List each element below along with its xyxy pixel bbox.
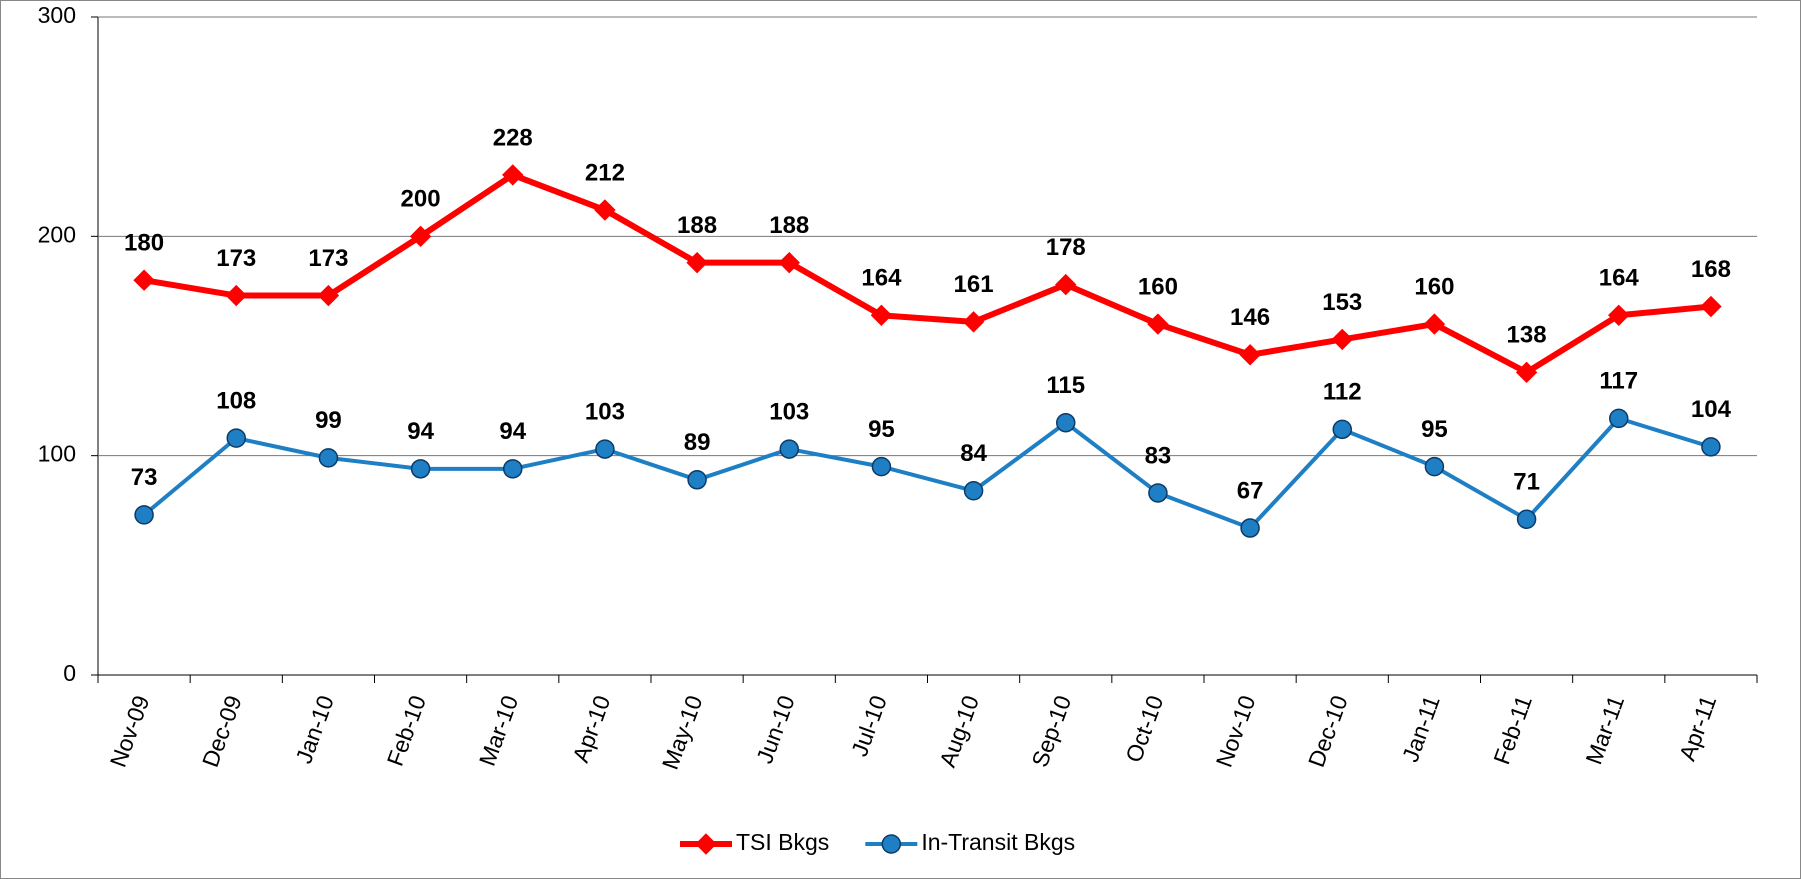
legend-label: TSI Bkgs (736, 829, 829, 855)
point (1423, 313, 1446, 335)
data-label: 67 (1237, 477, 1264, 504)
point (1609, 408, 1629, 429)
point (871, 456, 892, 477)
point (1516, 509, 1537, 530)
point (225, 284, 247, 307)
point (1239, 344, 1261, 366)
point (595, 439, 615, 459)
data-label: 73 (131, 464, 158, 491)
point (1055, 273, 1077, 296)
data-label: 178 (1046, 234, 1086, 261)
point (1331, 328, 1353, 351)
data-label: 164 (861, 265, 902, 292)
data-label: 103 (769, 398, 809, 425)
data-label: 146 (1230, 304, 1270, 331)
point (962, 311, 985, 333)
y-tick-label: 300 (38, 2, 76, 28)
data-label: 84 (960, 440, 987, 467)
point (686, 251, 708, 274)
data-label: 180 (124, 230, 164, 257)
data-label: 188 (769, 212, 809, 239)
data-label: 200 (401, 186, 441, 213)
data-label: 115 (1046, 372, 1085, 399)
data-label: 112 (1323, 379, 1362, 406)
series-line (143, 171, 1712, 376)
point (594, 199, 616, 221)
point (1240, 518, 1260, 538)
y-tick-label: 100 (38, 441, 76, 467)
point (1608, 304, 1630, 327)
point (318, 448, 339, 468)
data-label: 104 (1691, 396, 1732, 423)
data-label: 94 (499, 418, 526, 445)
legend-marker (881, 834, 902, 854)
point (1700, 295, 1722, 318)
y-tick-label: 200 (38, 221, 76, 247)
data-label: 138 (1507, 322, 1547, 349)
legend-label: In-Transit Bkgs (921, 829, 1075, 855)
data-label: 71 (1513, 469, 1540, 496)
data-label: 161 (954, 271, 994, 298)
data-label: 168 (1691, 256, 1731, 283)
point (963, 481, 984, 501)
point (502, 164, 524, 186)
point (1056, 413, 1076, 433)
data-label: 94 (407, 418, 434, 445)
point (1147, 313, 1169, 335)
point (687, 470, 707, 490)
y-tick-label: 0 (63, 660, 76, 686)
point (226, 428, 246, 448)
data-label: 153 (1322, 289, 1362, 316)
point (779, 439, 799, 459)
data-label: 117 (1599, 368, 1638, 395)
point (1332, 419, 1352, 440)
legend-marker (695, 833, 717, 855)
data-label: 83 (1145, 442, 1172, 469)
point (1148, 483, 1168, 503)
point (134, 505, 154, 525)
point (409, 225, 432, 248)
point (1424, 456, 1445, 477)
data-label: 164 (1599, 265, 1640, 292)
data-label: 99 (315, 407, 342, 434)
data-label: 95 (868, 416, 895, 443)
point (410, 459, 431, 479)
point (133, 269, 155, 291)
data-label: 173 (308, 245, 348, 272)
series-line (142, 416, 1712, 531)
data-label: 160 (1414, 273, 1454, 300)
point (778, 251, 800, 274)
data-label: 108 (216, 387, 256, 414)
data-label: 95 (1421, 416, 1448, 443)
data-label: 89 (684, 429, 711, 456)
data-label: 173 (216, 245, 256, 272)
data-label: 228 (493, 124, 533, 151)
point (1515, 361, 1538, 384)
point (1701, 437, 1721, 457)
point (870, 304, 893, 327)
data-label: 212 (585, 159, 625, 186)
data-label: 188 (677, 212, 717, 239)
data-label: 160 (1138, 273, 1178, 300)
point (503, 459, 523, 479)
data-label: 103 (585, 398, 625, 425)
point (317, 284, 340, 307)
